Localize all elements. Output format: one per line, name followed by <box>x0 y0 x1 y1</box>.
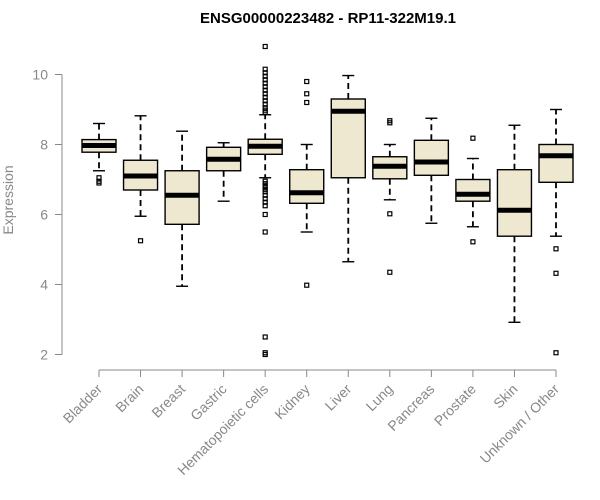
y-tick-label: 8 <box>40 137 48 153</box>
y-tick-label: 2 <box>40 347 48 363</box>
outlier-point <box>262 109 268 115</box>
x-tick-label: Skin <box>490 381 521 412</box>
box-iqr <box>455 178 491 202</box>
outlier-point <box>553 246 559 252</box>
outlier-point <box>304 99 310 106</box>
outlier-point <box>304 282 310 288</box>
outlier-point <box>96 180 102 186</box>
box-iqr <box>413 139 450 177</box>
outlier-point <box>262 183 268 190</box>
box-lung <box>372 118 408 275</box>
outlier-point <box>304 78 310 85</box>
outlier-point <box>262 334 268 340</box>
box-pancreas <box>413 117 450 224</box>
outlier-point <box>387 211 393 217</box>
box-liver <box>330 74 366 263</box>
box-prostate <box>455 135 491 245</box>
y-axis: 2 4 6 8 10 <box>32 67 63 363</box>
x-tick-label: Bladder <box>60 381 106 427</box>
outlier-point <box>262 43 268 50</box>
box-gastric <box>205 142 242 202</box>
outlier-point <box>262 211 268 218</box>
box-bladder <box>81 122 117 186</box>
outlier-point <box>262 351 268 358</box>
box-hematopoietic-cells <box>247 43 283 358</box>
x-tick-label: Brain <box>112 381 146 415</box>
box-iqr <box>496 168 533 237</box>
outlier-point <box>387 120 393 126</box>
outlier-point <box>262 181 268 187</box>
y-tick-label: 6 <box>40 207 48 223</box>
box-breast <box>164 130 200 287</box>
box-skin <box>496 124 533 323</box>
x-tick-label: Liver <box>322 381 355 414</box>
x-tick-label: Prostate <box>431 381 479 429</box>
outlier-point <box>387 269 393 275</box>
box-iqr <box>538 143 574 183</box>
chart-title: ENSG00000223482 - RP11-322M19.1 <box>200 10 456 27</box>
outlier-point <box>470 135 476 141</box>
box-brain <box>122 115 159 244</box>
x-tick-label: Breast <box>148 381 188 421</box>
outlier-point <box>137 238 144 244</box>
y-axis-label: Expression <box>0 165 16 234</box>
x-tick-label: Kidney <box>271 381 313 423</box>
outlier-point <box>553 270 559 276</box>
outlier-point <box>262 203 268 209</box>
x-tick-label: Lung <box>363 381 396 414</box>
y-tick-label: 10 <box>32 67 48 83</box>
y-tick-label: 4 <box>40 277 48 293</box>
outlier-point <box>304 91 310 97</box>
box-iqr <box>289 168 325 204</box>
outlier-point <box>470 239 476 245</box>
box-unknown-other <box>538 108 574 356</box>
outlier-point <box>553 350 559 356</box>
x-tick-label: Unknown / Other <box>477 381 563 467</box>
box-kidney <box>289 78 325 288</box>
boxes-group <box>81 43 574 358</box>
outlier-point <box>262 229 268 235</box>
